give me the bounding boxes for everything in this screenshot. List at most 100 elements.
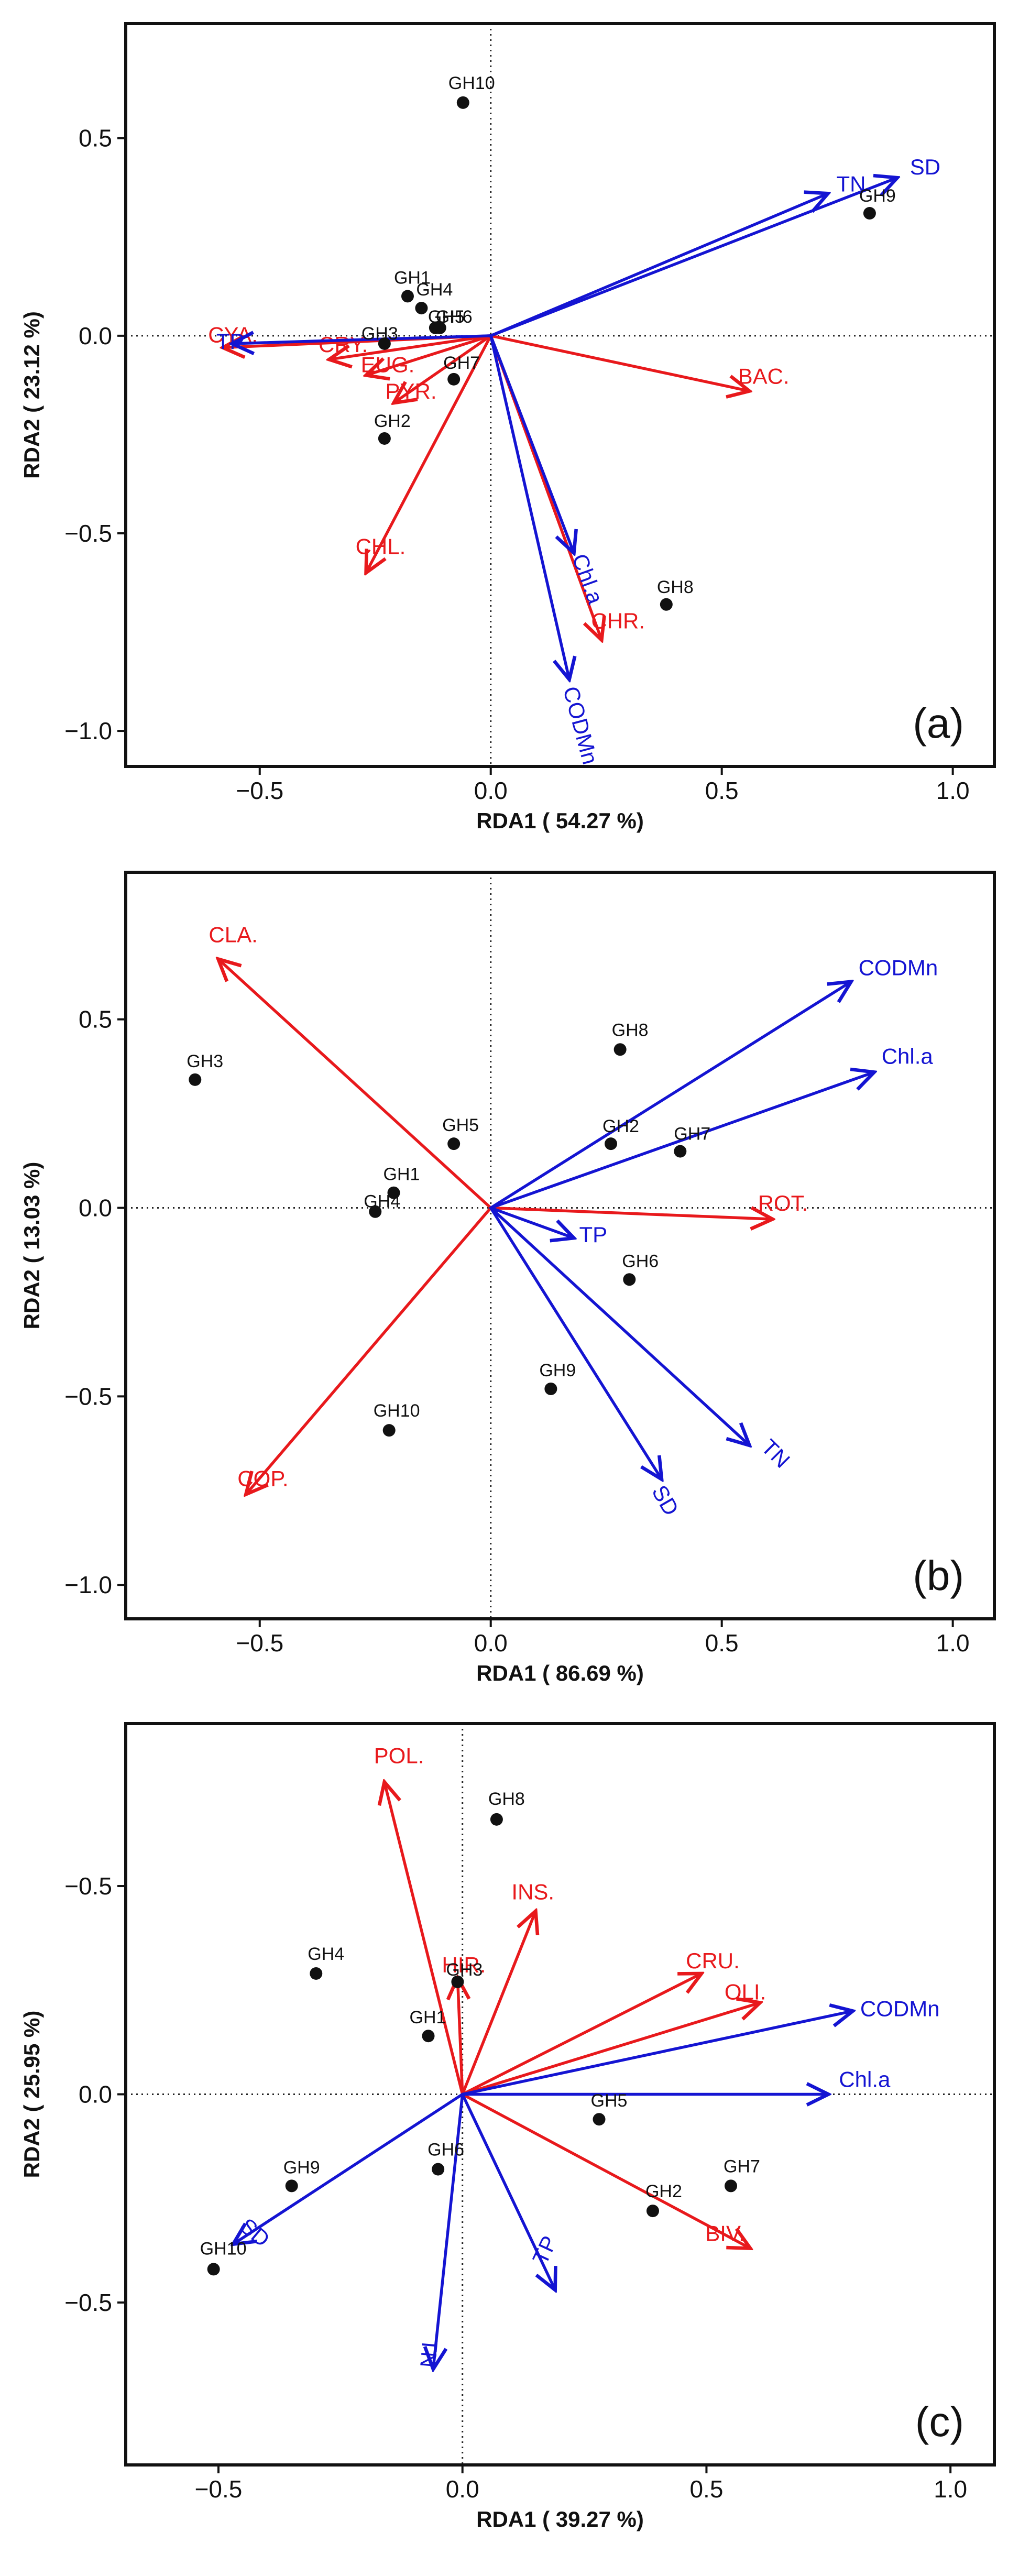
site-label-gh2: GH2 bbox=[374, 411, 411, 431]
site-label-gh5: GH5 bbox=[428, 307, 465, 327]
site-point-gh5 bbox=[447, 1137, 461, 1150]
site-label-gh10: GH10 bbox=[374, 1401, 420, 1421]
species-label-oli: OLI. bbox=[725, 1980, 766, 2004]
species-vector-ins bbox=[461, 1911, 536, 2096]
site-label-gh8: GH8 bbox=[612, 1020, 649, 1040]
site-label-gh7: GH7 bbox=[443, 353, 480, 373]
species-vector-bac bbox=[489, 334, 750, 391]
site-point-gh2 bbox=[605, 1137, 618, 1150]
site-point-gh7 bbox=[725, 2179, 738, 2193]
species-vector-hir bbox=[457, 1978, 462, 2096]
env-vector-chl-a bbox=[489, 334, 574, 553]
species-vector-cru bbox=[461, 1974, 702, 2096]
site-point-gh4 bbox=[310, 1967, 323, 1980]
species-label-cla: CLA. bbox=[209, 923, 257, 947]
site-label-gh8: GH8 bbox=[657, 577, 694, 597]
species-vector-cry bbox=[329, 334, 492, 359]
site-point-gh6 bbox=[623, 1273, 636, 1286]
site-point-gh5 bbox=[593, 2113, 606, 2126]
env-vector-tn bbox=[489, 193, 828, 337]
env-vector-chl-a bbox=[489, 1072, 874, 1210]
x-tick-label: 1.0 bbox=[934, 2475, 967, 2503]
site-label-gh6: GH6 bbox=[622, 1251, 659, 1271]
x-axis-label: RDA1 ( 54.27 %) bbox=[476, 808, 644, 833]
plot-frame bbox=[124, 871, 996, 1620]
env-vector-tn bbox=[433, 2092, 464, 2370]
env-label-sd: SD bbox=[910, 155, 940, 179]
species-label-pyr: PYR. bbox=[386, 379, 437, 403]
site-point-gh8 bbox=[660, 598, 673, 611]
site-point-gh2 bbox=[646, 2205, 659, 2218]
site-point-gh8 bbox=[613, 1043, 627, 1056]
site-label-gh2: GH2 bbox=[602, 1116, 639, 1136]
species-label-cru: CRU. bbox=[686, 1948, 740, 1973]
y-tick-label: 0.0 bbox=[79, 1194, 112, 1222]
site-label-gh3: GH3 bbox=[187, 1051, 223, 1071]
env-vector-tp bbox=[461, 2092, 555, 2290]
site-point-gh3 bbox=[189, 1073, 202, 1086]
x-tick-label: 1.0 bbox=[936, 777, 970, 804]
env-vector-sd bbox=[233, 2092, 464, 2244]
x-tick-label: 1.0 bbox=[936, 1629, 970, 1657]
env-vector-sd bbox=[489, 178, 897, 337]
panel-label: (b) bbox=[913, 1552, 964, 1599]
species-label-bac: BAC. bbox=[738, 364, 790, 388]
env-vector-codmn bbox=[489, 334, 569, 679]
env-label-codmn: CODMn bbox=[558, 684, 603, 767]
site-point-gh4 bbox=[415, 302, 428, 315]
site-point-gh2 bbox=[378, 432, 391, 445]
x-tick-label: 0.5 bbox=[689, 2475, 723, 2503]
site-label-gh1: GH1 bbox=[394, 268, 431, 288]
site-point-gh10 bbox=[456, 96, 469, 109]
site-label-gh4: GH4 bbox=[364, 1192, 400, 1212]
site-label-gh7: GH7 bbox=[674, 1124, 710, 1144]
site-point-gh1 bbox=[401, 290, 414, 303]
species-label-hir: HIR. bbox=[442, 1953, 486, 1977]
species-vector-chl bbox=[366, 334, 492, 573]
site-point-gh6 bbox=[432, 2163, 445, 2176]
site-point-gh3 bbox=[451, 1975, 464, 1988]
rda-panel-a: −0.5 0.0 0.5 1.0 −1.0 −0.5 0.0 0.5 RDA1 ( 54.27 … bbox=[19, 22, 996, 833]
env-vector-tp bbox=[489, 1206, 574, 1238]
y-tick-label: −0.5 bbox=[64, 520, 112, 547]
env-label-tp: TP bbox=[528, 2232, 562, 2268]
species-vector-pyr bbox=[394, 334, 492, 403]
env-vector-codmn bbox=[489, 982, 851, 1210]
y-tick-label: −1.0 bbox=[64, 1571, 112, 1598]
site-point-gh1 bbox=[387, 1186, 400, 1199]
env-label-tp: TP bbox=[579, 1222, 607, 1247]
site-label-gh2: GH2 bbox=[645, 2182, 682, 2201]
site-label-gh4: GH4 bbox=[416, 280, 453, 300]
x-tick-label: 0.0 bbox=[474, 777, 508, 804]
y-tick-label: −0.5 bbox=[64, 1872, 112, 1900]
x-tick-label: 0.0 bbox=[474, 1629, 508, 1657]
y-tick-label: −0.5 bbox=[64, 1383, 112, 1410]
species-vector-cla bbox=[218, 959, 492, 1210]
panel-label: (c) bbox=[915, 2398, 964, 2445]
species-label-ins: INS. bbox=[511, 1880, 554, 1904]
site-label-gh1: GH1 bbox=[410, 2008, 446, 2027]
species-label-chr: CHR. bbox=[591, 609, 645, 633]
site-point-gh9 bbox=[863, 207, 876, 220]
site-label-gh9: GH9 bbox=[859, 186, 896, 206]
site-point-gh9 bbox=[544, 1382, 557, 1395]
y-tick-label: 0.5 bbox=[79, 125, 112, 152]
species-vector-biv bbox=[461, 2092, 751, 2249]
panel-label: (a) bbox=[913, 700, 964, 747]
site-point-gh3 bbox=[378, 337, 391, 350]
env-label-chl-a: Chl.a bbox=[839, 2067, 891, 2092]
site-label-gh9: GH9 bbox=[539, 1361, 576, 1380]
env-vector-sd bbox=[489, 1206, 662, 1479]
species-label-eug: EUG. bbox=[361, 352, 415, 377]
species-label-rot: ROT. bbox=[758, 1191, 808, 1215]
site-label-gh4: GH4 bbox=[308, 1944, 344, 1964]
env-label-tp: TP bbox=[216, 329, 245, 354]
y-axis-label: RDA2 ( 25.95 %) bbox=[19, 2011, 44, 2178]
y-tick-label: 0.5 bbox=[79, 1006, 112, 1033]
site-label-gh5: GH5 bbox=[591, 2091, 628, 2111]
x-axis-label: RDA1 ( 39.27 %) bbox=[476, 2507, 644, 2531]
site-point-gh9 bbox=[285, 2179, 298, 2193]
y-tick-label: 0.0 bbox=[79, 322, 112, 349]
species-label-cry: CRY. bbox=[319, 332, 368, 357]
species-vector-pol bbox=[385, 1782, 464, 2096]
